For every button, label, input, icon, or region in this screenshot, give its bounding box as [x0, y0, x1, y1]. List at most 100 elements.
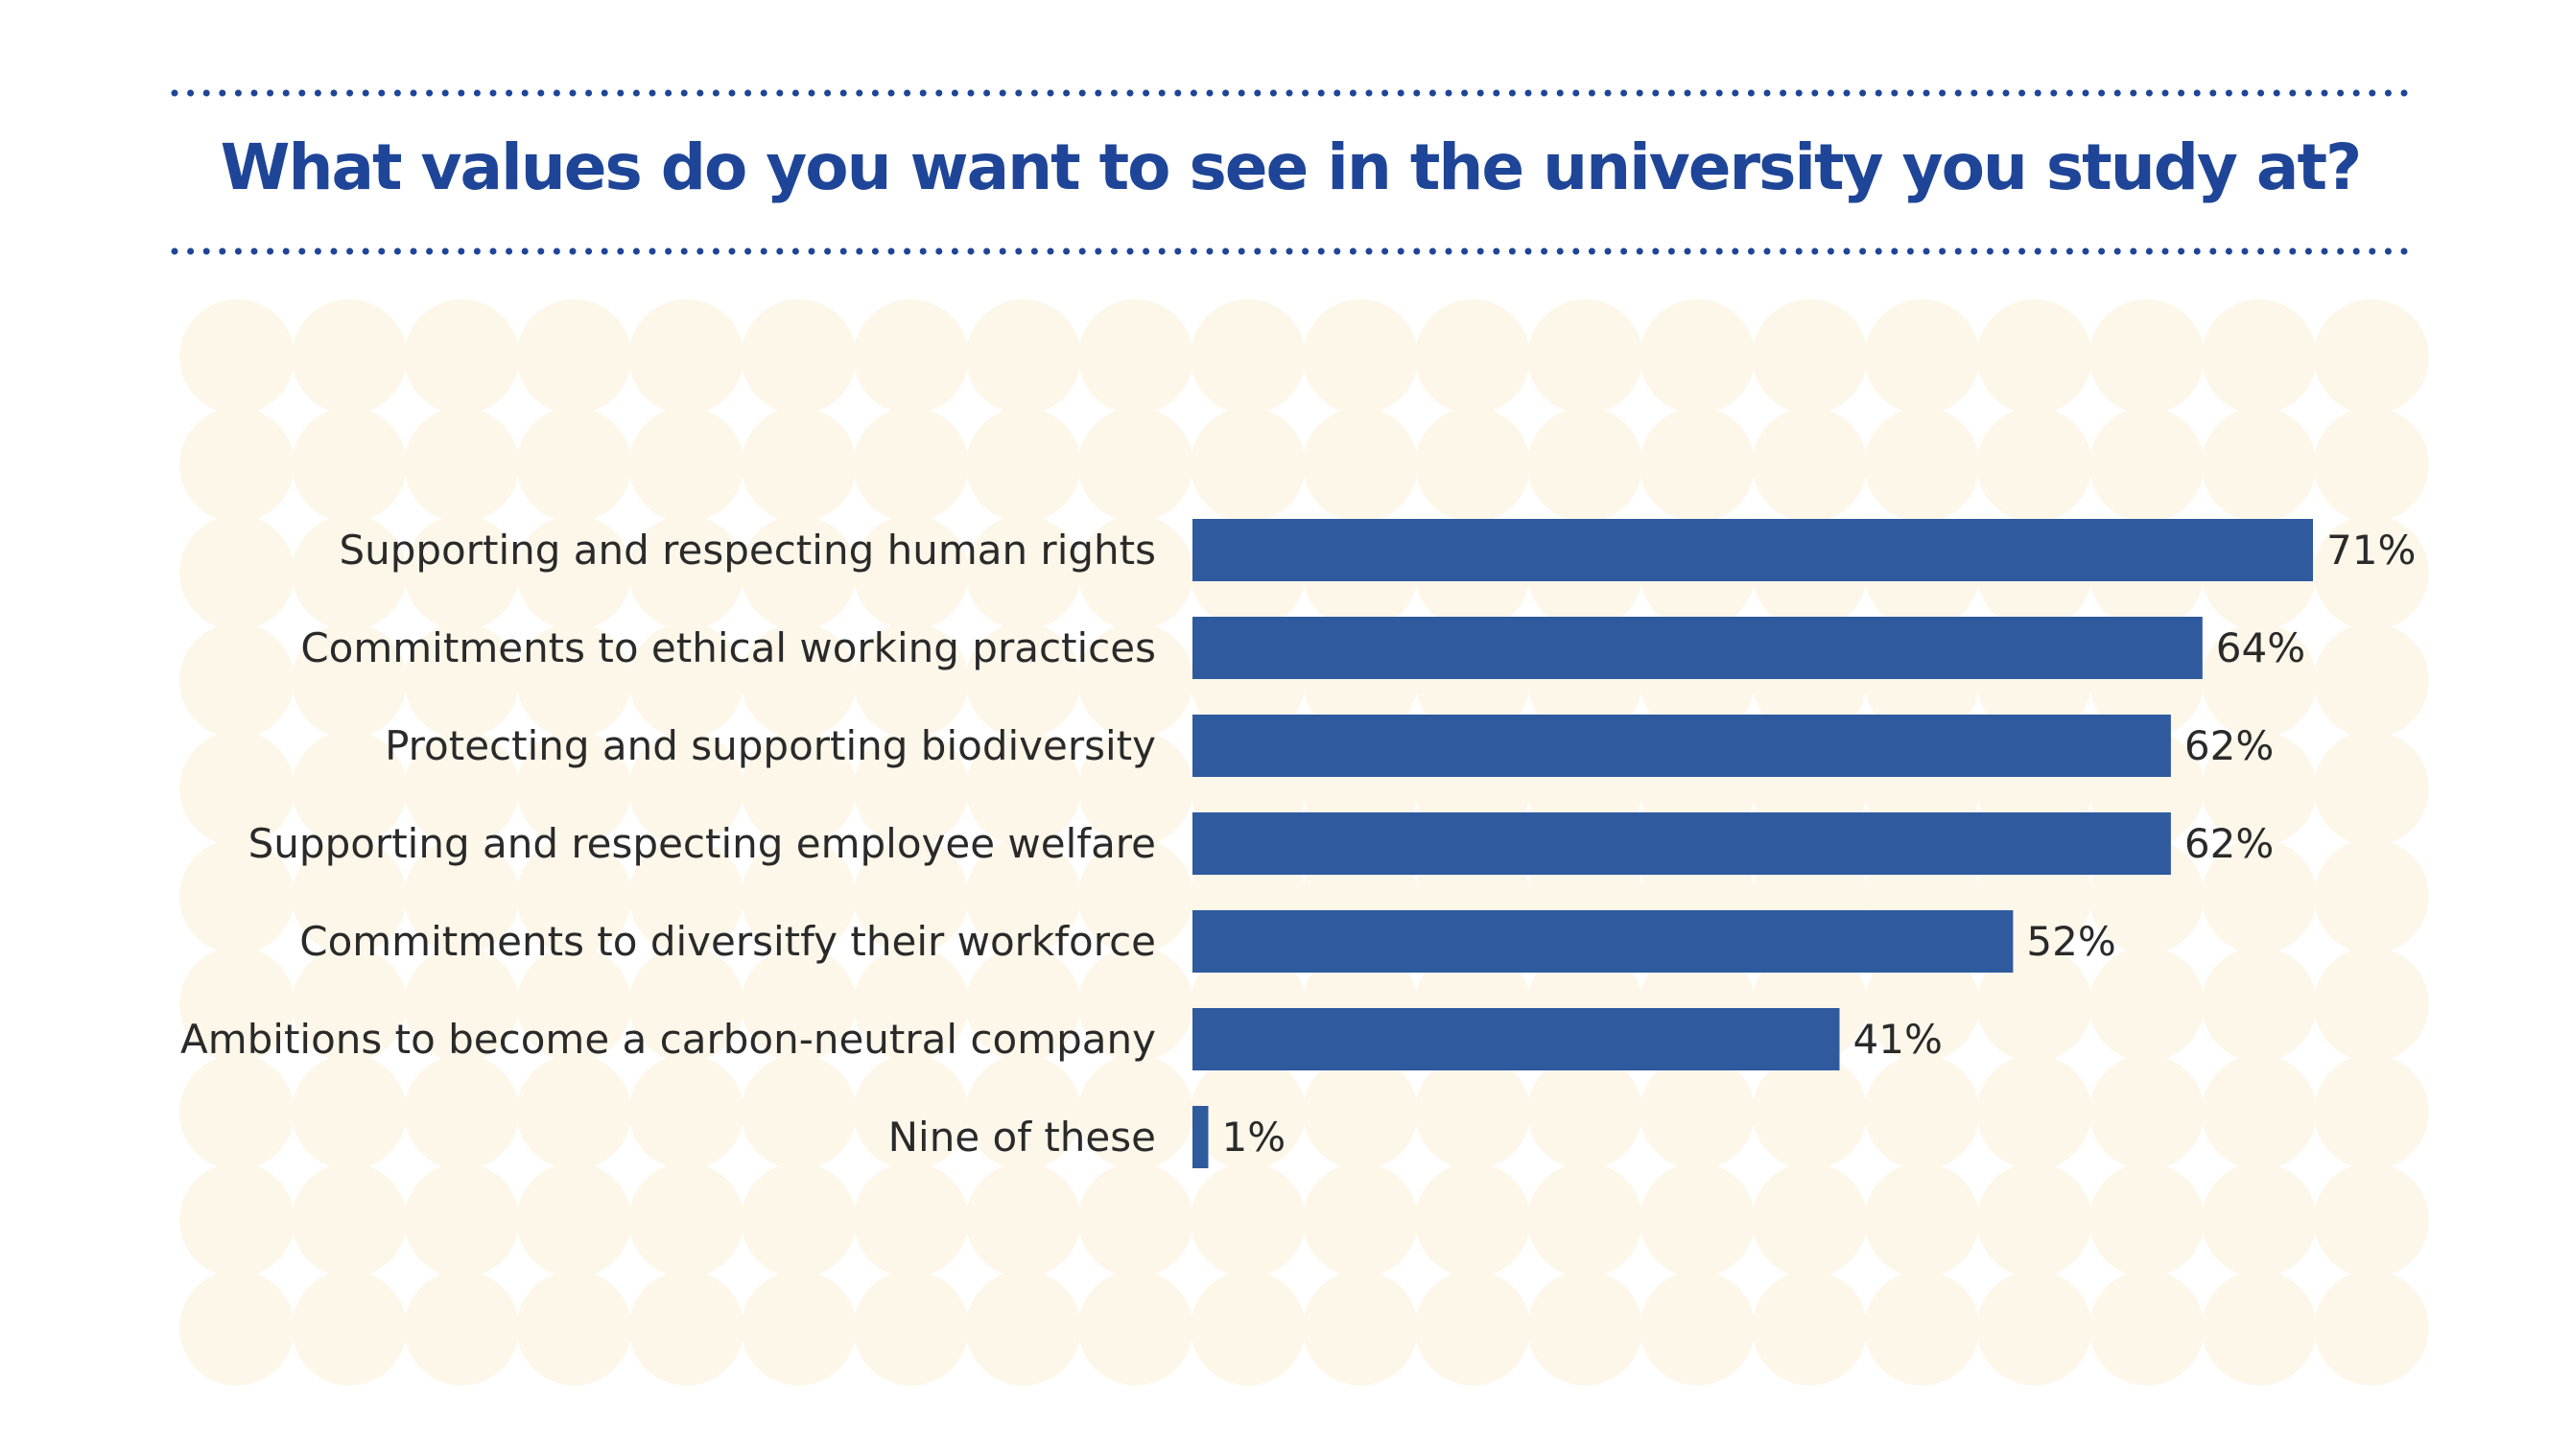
background-circle	[853, 947, 969, 1062]
background-circle	[2313, 947, 2429, 1062]
background-circle	[179, 407, 295, 523]
background-circle	[1415, 299, 1531, 414]
background-circle	[2088, 299, 2205, 414]
background-circle	[404, 515, 520, 630]
background-circle	[853, 299, 969, 414]
background-circle	[1976, 299, 2092, 414]
background-circle	[853, 1270, 969, 1386]
background-circle	[2201, 622, 2317, 739]
background-circle	[1077, 299, 1193, 414]
background-circle	[741, 947, 857, 1062]
background-circle	[179, 1270, 295, 1386]
background-circle	[292, 731, 408, 846]
background-circle	[1640, 1054, 1756, 1170]
background-circle	[1415, 1270, 1531, 1386]
background-circle	[628, 407, 744, 523]
background-circle	[404, 407, 520, 523]
background-circle	[404, 947, 520, 1062]
background-circle	[2313, 1162, 2429, 1278]
background-circle	[628, 515, 744, 630]
background-circle	[516, 1054, 632, 1170]
background-circle	[741, 838, 857, 954]
background-circle	[1527, 299, 1643, 414]
bar	[1192, 617, 2203, 679]
background-circle	[853, 515, 969, 630]
background-circle	[516, 731, 632, 846]
background-circle	[965, 299, 1081, 414]
background-circle	[1527, 1162, 1643, 1278]
background-circle	[292, 299, 408, 414]
background-circle	[2088, 407, 2205, 523]
background-circle	[2201, 1054, 2317, 1170]
background-circle	[292, 838, 408, 954]
background-circle	[2313, 299, 2429, 414]
bar	[1192, 812, 2171, 875]
background-circle	[853, 1162, 969, 1278]
background-circle	[1415, 1054, 1531, 1170]
bar-series: Supporting and respecting human rights 71…	[180, 519, 2416, 1168]
background-circle	[1752, 299, 1868, 414]
background-circle	[1864, 947, 1980, 1062]
background-circle	[1077, 1054, 1193, 1170]
background-circle	[179, 622, 295, 739]
background-circle	[2201, 947, 2317, 1062]
category-label: Protecting and supporting biodiversity	[385, 722, 1156, 769]
background-circle	[741, 622, 857, 739]
background-circle	[2313, 1270, 2429, 1386]
value-label: 41%	[1853, 1016, 1943, 1063]
background-circle	[1190, 1270, 1306, 1386]
bar	[1192, 1106, 1209, 1168]
background-circle	[1640, 1162, 1756, 1278]
background-circle	[1415, 407, 1531, 523]
background-circle	[2313, 838, 2429, 954]
category-label: Supporting and respecting human rights	[339, 527, 1156, 574]
value-label: 64%	[2216, 624, 2305, 671]
background-circle	[2201, 1162, 2317, 1278]
background-circle	[1864, 1054, 1980, 1170]
background-circle	[1303, 299, 1418, 414]
background-circle	[292, 407, 408, 523]
background-circle	[2201, 407, 2317, 523]
background-circle	[2088, 1162, 2205, 1278]
background-circle	[1077, 1270, 1193, 1386]
background-circle	[628, 731, 744, 846]
background-circle	[1527, 1270, 1643, 1386]
background-circle	[1976, 407, 2092, 523]
background-circle	[628, 299, 744, 414]
background-circle	[2313, 1054, 2429, 1170]
background-circle	[2088, 1270, 2205, 1386]
background-circle	[1752, 1054, 1868, 1170]
background-circle	[1077, 838, 1193, 954]
background-circle	[2088, 1054, 2205, 1170]
background-circle	[1190, 407, 1306, 523]
background-circle	[1864, 1162, 1980, 1278]
background-circle	[965, 515, 1081, 630]
background-circle	[1752, 407, 1868, 523]
background-circle	[516, 838, 632, 954]
bar	[1192, 1008, 1840, 1070]
background-circle	[1190, 299, 1306, 414]
background-circle	[741, 407, 857, 523]
background-circle	[404, 1054, 520, 1170]
category-label: Ambitions to become a carbon-neutral com…	[180, 1016, 1156, 1063]
background-circle	[292, 1270, 408, 1386]
category-label: Commitments to diversitfy their workforc…	[299, 918, 1156, 965]
background-circle	[1752, 1270, 1868, 1386]
background-circle	[179, 838, 295, 954]
background-circle	[1864, 407, 1980, 523]
background-circle	[179, 299, 295, 414]
background-circle	[2201, 838, 2317, 954]
background-circle	[965, 947, 1081, 1062]
background-circle	[1976, 1270, 2092, 1386]
background-circle	[741, 1162, 857, 1278]
background-circle	[2201, 1270, 2317, 1386]
background-circle	[965, 622, 1081, 739]
background-circle	[516, 299, 632, 414]
background-circle	[628, 1270, 744, 1386]
background-circle	[1640, 1270, 1756, 1386]
background-circle	[628, 947, 744, 1062]
background-circle	[965, 1162, 1081, 1278]
chart-title: What values do you want to see in the un…	[221, 130, 2361, 204]
background-circle	[179, 1162, 295, 1278]
